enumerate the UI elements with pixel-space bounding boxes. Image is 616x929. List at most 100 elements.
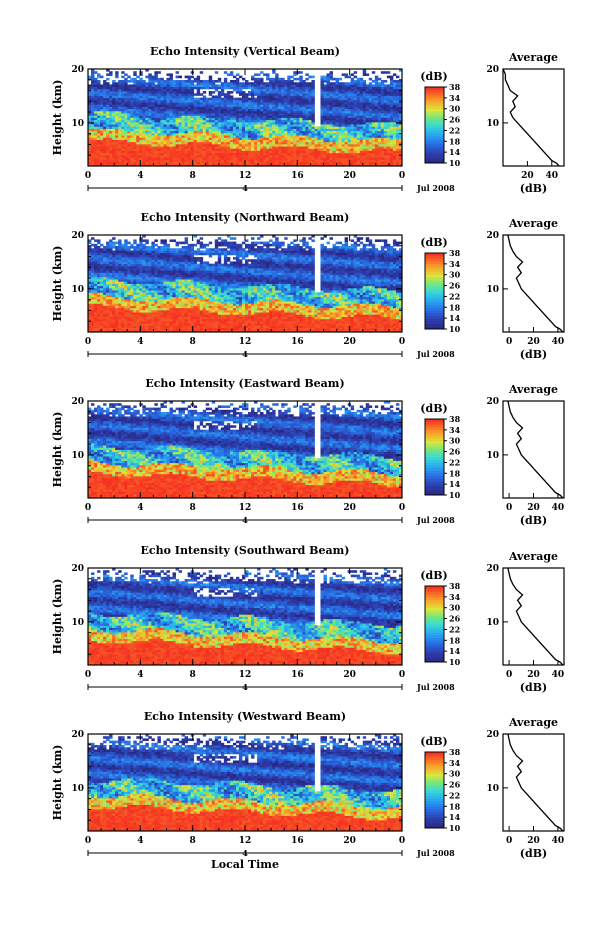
x-tick-label: 0 [399, 171, 405, 181]
colorbar-tick-label: 18 [449, 302, 461, 312]
y-tick-label: 10 [71, 119, 84, 129]
colorbar-tick-label: 34 [449, 93, 461, 103]
colorbar-scale [425, 586, 444, 662]
heatmap-cells [88, 235, 402, 332]
average-x-tick-label: 40 [552, 836, 565, 846]
x-tick-label: 12 [239, 171, 252, 181]
x-tick-label: 16 [291, 503, 304, 513]
colorbar-tick-label: 10 [449, 324, 461, 334]
colorbar-tick-label: 18 [449, 136, 461, 146]
average-title: Average [508, 716, 558, 729]
x-tick-label: 12 [239, 836, 252, 846]
x-tick-label: 20 [343, 171, 356, 181]
colorbar-tick-label: 26 [449, 614, 461, 624]
x-tick-label: 16 [291, 171, 304, 181]
x-tick-label: 16 [291, 836, 304, 846]
colorbar-tick-label: 14 [449, 812, 461, 822]
colorbar-tick-label: 26 [449, 115, 461, 125]
colorbar-tick-label: 22 [449, 291, 460, 301]
colorbar-tick-label: 10 [449, 490, 461, 500]
y-tick-label: 20 [71, 397, 84, 407]
x-tick-label: 20 [343, 503, 356, 513]
colorbar-tick-label: 26 [449, 281, 461, 291]
average-x-label: (dB) [520, 182, 547, 195]
colorbar-tick-label: 14 [449, 147, 461, 157]
x-tick-label: 0 [399, 337, 405, 347]
colorbar-tick-label: 18 [449, 801, 461, 811]
colorbar-tick-label: 38 [449, 581, 461, 591]
average-y-tick-label: 10 [486, 285, 499, 295]
x-tick-label: 8 [190, 337, 196, 347]
x-tick-label: 0 [399, 503, 405, 513]
colorbar-tick-label: 30 [449, 270, 461, 280]
x-tick-label: 12 [239, 337, 252, 347]
month-label: Jul 2008 [416, 682, 455, 692]
average-x-tick-label: 20 [527, 836, 540, 846]
average-x-label: (dB) [520, 348, 547, 361]
x-tick-label: 20 [343, 337, 356, 347]
month-label: Jul 2008 [416, 183, 455, 193]
colorbar-tick-label: 30 [449, 104, 461, 114]
x-tick-label: 12 [239, 503, 252, 513]
colorbar-tick-label: 34 [449, 425, 461, 435]
colorbar-tick-label: 34 [449, 592, 461, 602]
average-x-tick-label: 0 [506, 503, 512, 513]
panel-0: Echo Intensity (Vertical Beam) 10 20 0 4 8 12 1… [51, 45, 564, 195]
average-x-tick-label: 20 [527, 503, 540, 513]
x-tick-label: 0 [85, 337, 91, 347]
average-y-tick-label: 20 [486, 397, 499, 407]
month-label: Jul 2008 [416, 848, 455, 858]
average-x-label: (dB) [520, 847, 547, 860]
y-tick-label: 10 [71, 451, 84, 461]
y-tick-label: 20 [71, 564, 84, 574]
panel-title: Echo Intensity (Vertical Beam) [150, 45, 340, 58]
x-tick-label: 4 [137, 836, 143, 846]
colorbar-unit: (dB) [420, 70, 447, 83]
colorbar-scale [425, 419, 444, 495]
x-tick-label: 0 [85, 171, 91, 181]
x-tick-label: 0 [399, 836, 405, 846]
colorbar-tick-label: 10 [449, 158, 461, 168]
day-marker: 4 [242, 682, 248, 692]
average-y-tick-label: 10 [486, 784, 499, 794]
panel-title: Echo Intensity (Eastward Beam) [145, 377, 344, 390]
x-tick-label: 0 [85, 670, 91, 680]
panel-title: Echo Intensity (Northward Beam) [141, 211, 350, 224]
colorbar-tick-label: 34 [449, 259, 461, 269]
x-tick-label: 16 [291, 337, 304, 347]
average-y-tick-label: 10 [486, 119, 499, 129]
x-tick-label: 8 [190, 171, 196, 181]
colorbar-scale [425, 752, 444, 828]
x-tick-label: 8 [190, 670, 196, 680]
month-label: Jul 2008 [416, 515, 455, 525]
x-tick-label: 8 [190, 503, 196, 513]
colorbar-tick-label: 14 [449, 646, 461, 656]
panel-3: Echo Intensity (Southward Beam) 10 20 0 4 8 12… [51, 544, 564, 694]
y-axis-label: Height (km) [51, 579, 64, 655]
colorbar-tick-label: 18 [449, 635, 461, 645]
y-tick-label: 10 [71, 618, 84, 628]
panel-title: Echo Intensity (Southward Beam) [141, 544, 350, 557]
colorbar-tick-label: 30 [449, 769, 461, 779]
colorbar-tick-label: 38 [449, 747, 461, 757]
colorbar-tick-label: 30 [449, 603, 461, 613]
average-x-label: (dB) [520, 681, 547, 694]
heatmap-cells [88, 401, 402, 498]
x-tick-label: 4 [137, 503, 143, 513]
average-title: Average [508, 550, 558, 563]
y-tick-label: 20 [71, 65, 84, 75]
colorbar-unit: (dB) [420, 236, 447, 249]
colorbar-tick-label: 38 [449, 82, 461, 92]
x-tick-label: 12 [239, 670, 252, 680]
y-tick-label: 20 [71, 231, 84, 241]
day-marker: 4 [242, 349, 248, 359]
average-x-tick-label: 20 [521, 171, 534, 181]
colorbar-tick-label: 22 [449, 457, 460, 467]
x-tick-label: 4 [137, 670, 143, 680]
x-tick-label: 4 [137, 171, 143, 181]
x-tick-label: 0 [85, 503, 91, 513]
average-title: Average [508, 51, 558, 64]
colorbar-tick-label: 18 [449, 468, 461, 478]
average-x-tick-label: 0 [506, 670, 512, 680]
average-x-tick-label: 20 [527, 670, 540, 680]
